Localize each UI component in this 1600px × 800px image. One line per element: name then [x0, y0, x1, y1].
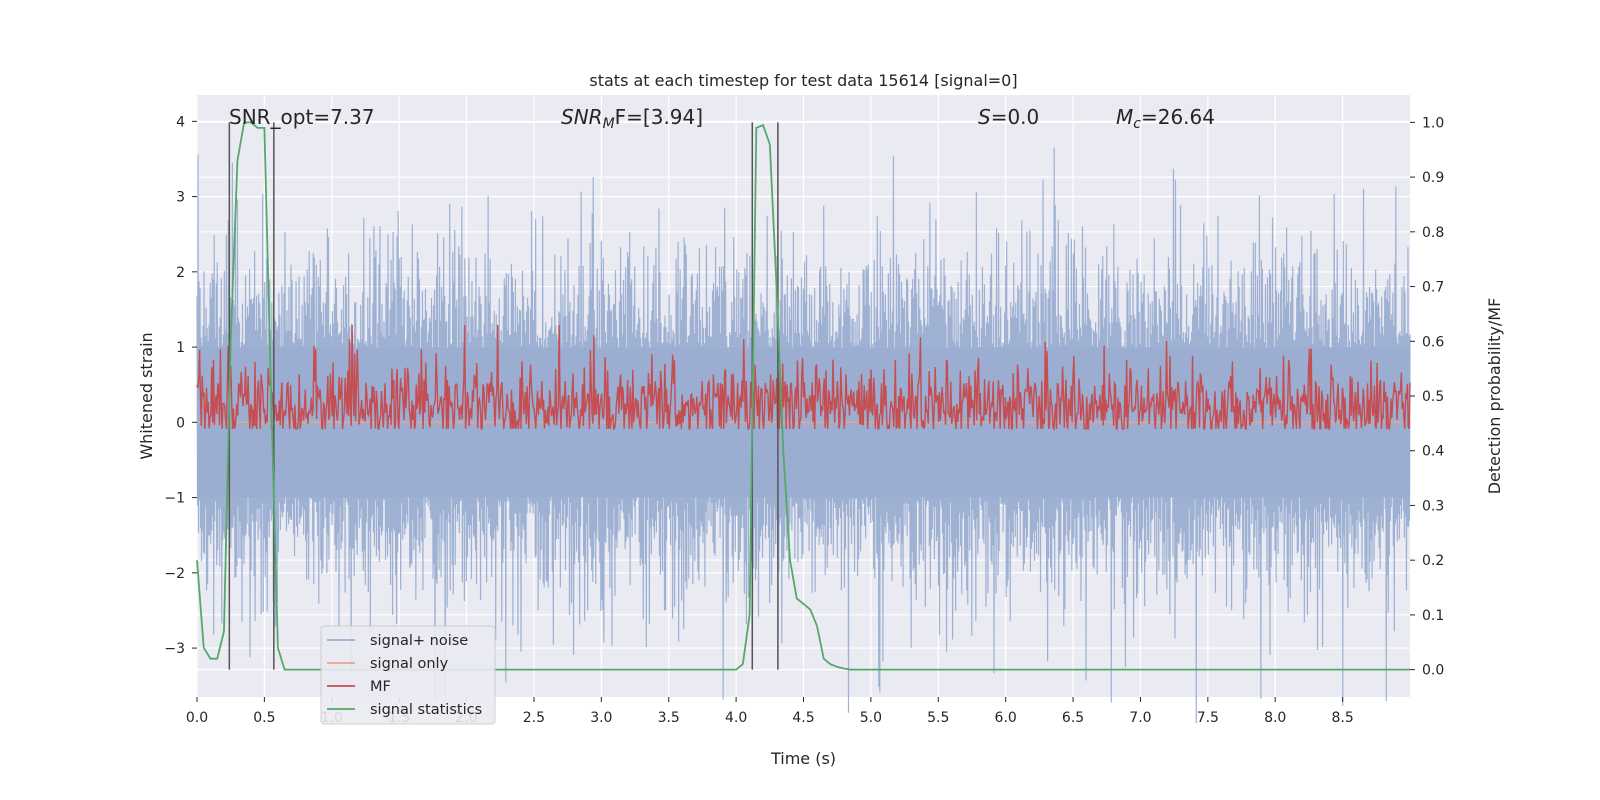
y-right-tick-label: 0.7	[1422, 280, 1444, 296]
annotation-snr-mf: SNRMF=[3.94]	[561, 105, 703, 132]
y-left-tick-label: −2	[164, 566, 185, 582]
annotation-rest: =0.0	[991, 105, 1040, 129]
y-right-tick-label: 0.4	[1422, 444, 1444, 460]
x-tick-label: 6.0	[995, 710, 1017, 726]
x-tick-label: 0.0	[186, 710, 208, 726]
y-left-tick-label: 0	[176, 415, 185, 431]
y-right-tick-label: 0.1	[1422, 608, 1444, 624]
legend-label: signal only	[370, 656, 449, 672]
signal-noise-line	[196, 147, 1411, 724]
x-tick-label: 4.0	[725, 710, 747, 726]
annotation-rest: =26.64	[1141, 105, 1215, 129]
annotation-main: SNR_opt=7.37	[229, 105, 375, 129]
x-tick-label: 8.5	[1331, 710, 1353, 726]
x-tick-label: 7.0	[1129, 710, 1151, 726]
y-right-tick-label: 0.3	[1422, 498, 1444, 514]
annotation-sub: M	[603, 116, 615, 132]
series-signal-statistics	[196, 121, 1410, 671]
legend: signal+ noise signal only MF signal statist…	[320, 625, 496, 725]
x-tick-label: 0.5	[253, 710, 275, 726]
annotations: SNR_opt=7.37 SNRMF=[3.94] S=0.0 Mc=26.64	[229, 105, 1215, 132]
annotation-mc-value: Mc=26.64	[1116, 105, 1215, 132]
x-axis-label: Time (s)	[770, 749, 836, 768]
legend-label: signal statistics	[370, 702, 482, 718]
x-tick-label: 3.0	[590, 710, 612, 726]
x-tick-label: 8.0	[1264, 710, 1286, 726]
x-tick-label: 3.5	[658, 710, 680, 726]
y-axis-label-right: Detection probability/MF	[1485, 298, 1504, 495]
y-right-tick-label: 0.2	[1422, 553, 1444, 569]
annotation-main: SNR	[561, 105, 603, 129]
y-right-tick-label: 0.8	[1422, 225, 1444, 241]
signal-statistics-line	[196, 121, 1410, 671]
y-right-tick-label: 0.6	[1422, 334, 1444, 350]
y-right-tick-label: 1.0	[1422, 115, 1444, 131]
y-axis-label-left: Whitened strain	[137, 332, 156, 459]
y-left-tick-label: 3	[176, 190, 185, 206]
y-left-tick-label: 2	[176, 265, 185, 281]
y-left-tick-label: 1	[176, 340, 185, 356]
annotation-s-value: S=0.0	[978, 105, 1039, 129]
mf-line	[196, 324, 1411, 432]
legend-label: MF	[370, 679, 391, 695]
y-left-tick-label: −1	[164, 491, 185, 507]
x-tick-label: 4.5	[792, 710, 814, 726]
annotation-sub: c	[1133, 116, 1141, 132]
x-tick-label: 7.5	[1197, 710, 1219, 726]
annotation-rest: F=[3.94]	[615, 105, 703, 129]
y-left-tick-label: −3	[164, 641, 185, 657]
x-tick-label: 6.5	[1062, 710, 1084, 726]
y-right-tick-label: 0.0	[1422, 663, 1444, 679]
y-left-tick-label: 4	[176, 114, 185, 130]
chart-title: stats at each timestep for test data 156…	[589, 71, 1017, 90]
x-tick-label: 2.5	[523, 710, 545, 726]
legend-box	[320, 625, 496, 725]
x-tick-label: 5.0	[860, 710, 882, 726]
x-tick-label: 5.5	[927, 710, 949, 726]
series-mf	[196, 324, 1411, 432]
y-right-tick-label: 0.9	[1422, 170, 1444, 186]
y-right-tick-label: 0.5	[1422, 389, 1444, 405]
annotation-snr-opt: SNR_opt=7.37	[229, 105, 375, 129]
annotation-main: M	[1116, 105, 1133, 129]
annotation-main: S	[978, 105, 991, 129]
legend-label: signal+ noise	[370, 633, 468, 649]
